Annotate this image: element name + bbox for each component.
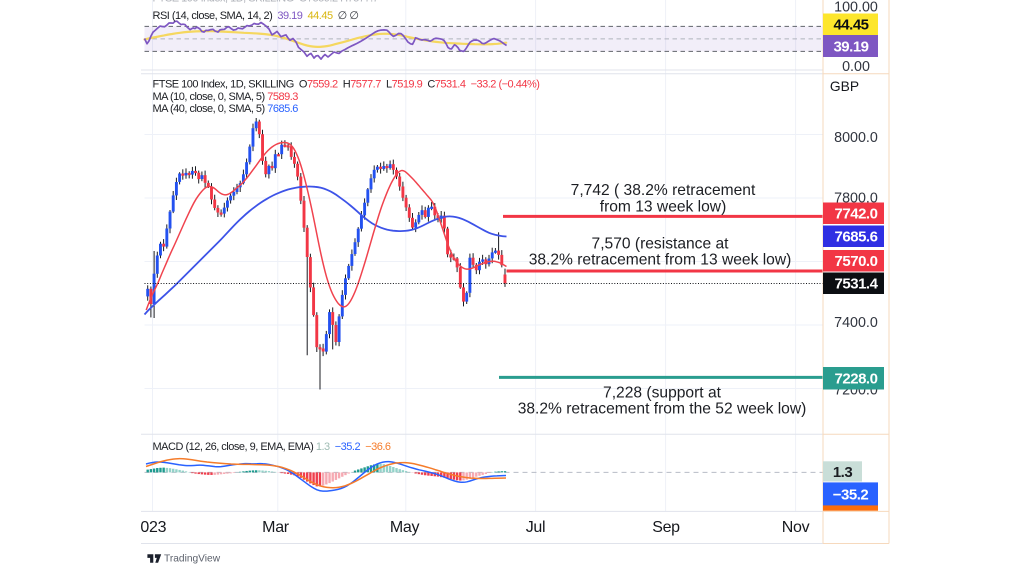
svg-text:GBP: GBP xyxy=(830,79,859,94)
svg-text:Mar: Mar xyxy=(262,519,290,536)
svg-text:Jul: Jul xyxy=(526,519,546,536)
svg-text:39.19: 39.19 xyxy=(833,38,868,55)
svg-text:Sep: Sep xyxy=(652,519,680,536)
svg-text:100.00: 100.00 xyxy=(834,0,878,16)
svg-text:38.2% retracement from 13 week: 38.2% retracement from 13 week low) xyxy=(529,252,792,269)
svg-text:7228.0: 7228.0 xyxy=(835,371,878,388)
svg-text:MA (10, close, 0, SMA, 5) 7589: MA (10, close, 0, SMA, 5) 7589.3 xyxy=(153,91,299,103)
svg-text:38.2% retracement from the 52: 38.2% retracement from the 52 week low) xyxy=(518,401,807,418)
svg-text:MACD (12, 26, close, 9, EMA, E: MACD (12, 26, close, 9, EMA, EMA) 1.3 −3… xyxy=(153,441,391,453)
svg-text:44.45: 44.45 xyxy=(833,17,868,34)
svg-text:8000.0: 8000.0 xyxy=(834,130,878,146)
svg-text:Nov: Nov xyxy=(782,519,810,536)
svg-text:FTSE 100 Index, 1D, SKILLING: FTSE 100 Index, 1D, SKILLING O7559.2 H75… xyxy=(153,79,540,91)
svg-text:7685.6: 7685.6 xyxy=(835,229,878,246)
svg-text:RSI (14, close, SMA, 14, 2) 3: RSI (14, close, SMA, 14, 2) 39.19 44.45 … xyxy=(153,10,359,22)
svg-text:from 13 week low): from 13 week low) xyxy=(600,199,727,216)
svg-text:TradingView: TradingView xyxy=(164,553,221,564)
svg-text:7400.0: 7400.0 xyxy=(834,315,878,331)
svg-text:MA (40, close, 0, SMA, 5) 7685: MA (40, close, 0, SMA, 5) 7685.6 xyxy=(153,103,299,115)
svg-text:7570.0: 7570.0 xyxy=(835,253,878,270)
svg-text:1.3: 1.3 xyxy=(833,464,853,481)
svg-text:7742.0: 7742.0 xyxy=(835,206,878,223)
svg-text:May: May xyxy=(390,519,420,536)
svg-text:7531.4: 7531.4 xyxy=(835,276,879,293)
svg-text:7,570 (resistance at: 7,570 (resistance at xyxy=(592,236,730,253)
svg-text:2023: 2023 xyxy=(132,519,167,536)
svg-text:7,742 ( 38.2% retracement: 7,742 ( 38.2% retracement xyxy=(571,182,756,199)
svg-text:−35.2: −35.2 xyxy=(833,486,869,503)
svg-text:0.00: 0.00 xyxy=(842,59,870,75)
svg-text:FTSE 100 Index, 1D, SKILLING: FTSE 100 Index, 1D, SKILLING O7559.2 H75… xyxy=(153,0,379,5)
svg-text:7,228 (support at: 7,228 (support at xyxy=(603,385,722,402)
